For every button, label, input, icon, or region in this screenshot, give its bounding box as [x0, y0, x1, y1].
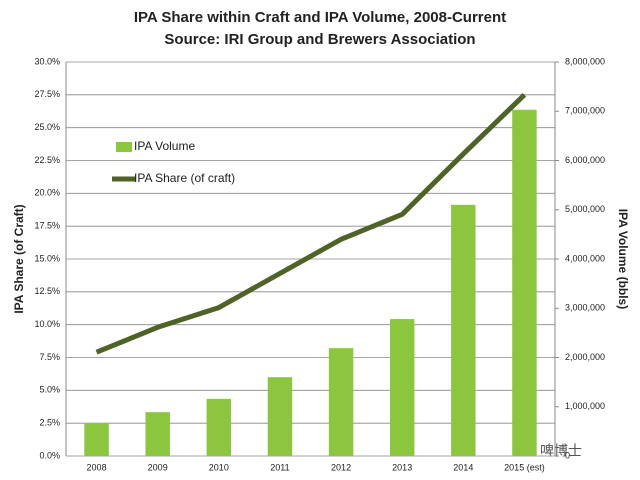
- y-axis-title: IPA Share (of Craft): [12, 204, 26, 313]
- y-tick-label: 30.0%: [34, 56, 60, 66]
- bar: [267, 377, 293, 456]
- bar: [451, 204, 476, 456]
- y2-axis-title: IPA Volume (bbls): [616, 209, 630, 309]
- y-tick-label: 2.5%: [39, 418, 60, 428]
- y2-tick-label: 0: [565, 450, 570, 460]
- x-tick-label: 2012: [331, 462, 351, 472]
- x-tick-label: 2015 (est): [504, 462, 545, 472]
- y-tick-label: 22.5%: [34, 155, 60, 165]
- y-tick-label: 20.0%: [34, 188, 60, 198]
- y2-tick-label: 3,000,000: [565, 303, 605, 313]
- y-tick-label: 0.0%: [39, 450, 60, 460]
- y-tick-label: 10.0%: [34, 319, 60, 329]
- y2-tick-label: 8,000,000: [565, 56, 605, 66]
- y2-tick-label: 1,000,000: [565, 401, 605, 411]
- bar: [84, 423, 109, 456]
- line: [95, 93, 527, 355]
- y-tick-label: 12.5%: [34, 286, 60, 296]
- y-tick-label: 5.0%: [39, 385, 60, 395]
- x-tick-label: 2009: [148, 462, 168, 472]
- bar: [512, 109, 537, 457]
- legend-swatch: [116, 142, 132, 152]
- y2-tick-label: 7,000,000: [565, 106, 605, 116]
- chart-subtitle: Source: IRI Group and Brewers Associatio…: [164, 31, 475, 48]
- x-tick-label: 2013: [392, 462, 412, 472]
- y-tick-label: 17.5%: [34, 221, 60, 231]
- y2-tick-label: 5,000,000: [565, 204, 605, 214]
- y2-tick-label: 4,000,000: [565, 253, 605, 263]
- bar: [145, 412, 170, 456]
- bar: [389, 319, 415, 456]
- x-tick-label: 2014: [453, 462, 473, 472]
- bar: [328, 348, 354, 456]
- x-tick-label: 2008: [87, 462, 107, 472]
- x-tick-label: 2011: [270, 462, 289, 472]
- chart-title: IPA Share within Craft and IPA Volume, 2…: [134, 9, 506, 26]
- y-tick-label: 27.5%: [34, 89, 60, 99]
- legend-label: IPA Volume: [134, 139, 195, 153]
- legend-label: IPA Share (of craft): [134, 171, 235, 185]
- y-tick-label: 25.0%: [34, 122, 60, 132]
- x-tick-label: 2010: [209, 462, 229, 472]
- watermark: 啤博士: [540, 443, 582, 459]
- y-tick-label: 15.0%: [34, 253, 60, 263]
- y-tick-label: 7.5%: [39, 352, 60, 362]
- y2-tick-label: 2,000,000: [565, 352, 605, 362]
- bar: [206, 398, 232, 456]
- y2-tick-label: 6,000,000: [565, 155, 605, 165]
